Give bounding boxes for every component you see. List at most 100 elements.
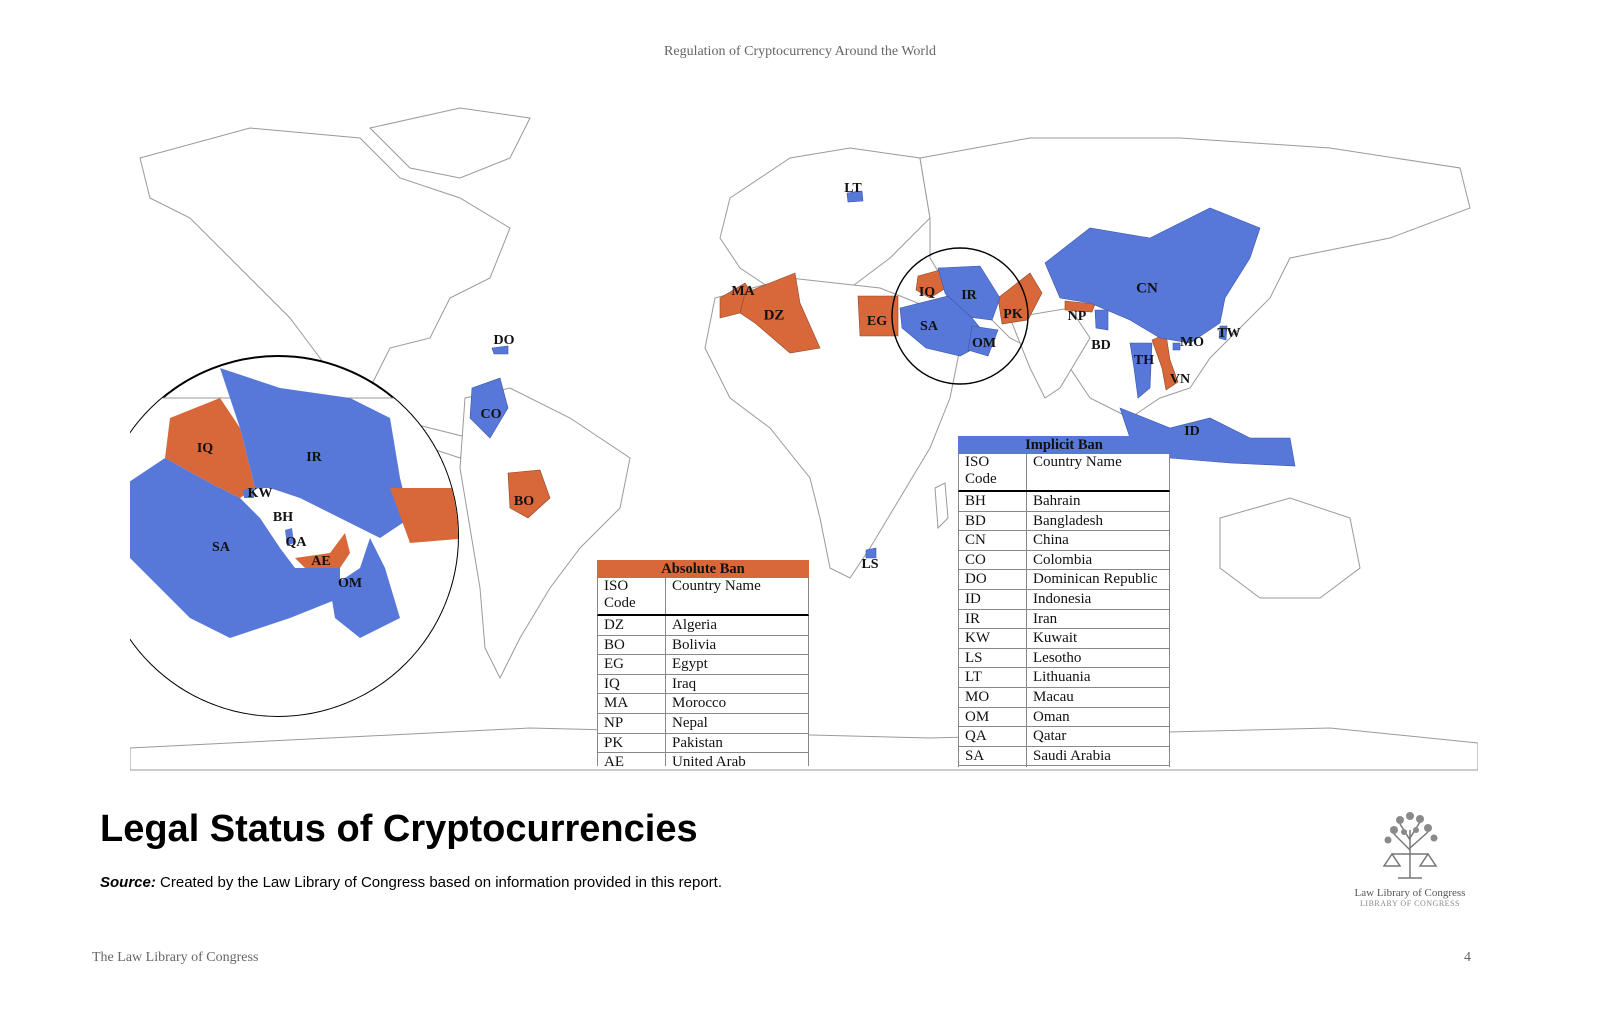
- implicit-ban-row: ID Indonesia: [958, 589, 1170, 610]
- map-label-eg: EG: [866, 314, 888, 329]
- map-label-vn: VN: [1169, 372, 1191, 387]
- country-eg: [857, 295, 899, 337]
- inset-iq: [165, 398, 255, 498]
- implicit-ban-row: SA Saudi Arabia: [958, 746, 1170, 767]
- implicit-ban-row: TWTaiwan: [958, 766, 1170, 767]
- footer-publisher: The Law Library of Congress: [92, 950, 259, 965]
- country-np: [1064, 300, 1096, 313]
- implicit-ban-row: DO Dominican Republic: [958, 570, 1170, 590]
- implicit-ban-row-name: Dominican Republic: [1033, 571, 1158, 588]
- map-label-id: ID: [1184, 424, 1200, 439]
- absolute-ban-row-name: Bolivia: [672, 636, 717, 653]
- implicit-ban-row: IR Iran: [958, 609, 1170, 630]
- map-label-ma: MA: [731, 284, 755, 299]
- source-line: Source: Created by the Law Library of Co…: [100, 874, 722, 891]
- absolute-ban-row-code: EG: [598, 655, 666, 674]
- absolute-ban-row: EG Egypt: [597, 655, 809, 675]
- map-label-np: NP: [1067, 309, 1087, 324]
- inset-kw: [243, 488, 254, 498]
- absolute-ban-row-code: AE: [598, 753, 666, 766]
- source-label: Source:: [100, 874, 156, 891]
- country-do: [491, 345, 509, 355]
- implicit-ban-row-code: IR: [959, 609, 1027, 629]
- implicit-ban-row-code: TW: [959, 766, 1027, 767]
- implicit-ban-table: Implicit Ban ISO Code Country Name BH Bah…: [958, 436, 1170, 767]
- absolute-ban-title: Absolute Ban: [597, 560, 809, 578]
- law-library-logo: Law Library of Congress LIBRARY OF CONGR…: [1340, 810, 1480, 908]
- implicit-ban-row: BD Bangladesh: [958, 511, 1170, 532]
- implicit-ban-row-name: Taiwan: [1027, 766, 1169, 767]
- absolute-ban-row-name: Algeria: [672, 617, 717, 633]
- map-label-lt: LT: [844, 181, 862, 196]
- map-label-do: DO: [493, 333, 515, 348]
- country-dz: [739, 272, 821, 354]
- country-bd: [1094, 309, 1109, 331]
- implicit-ban-row-name: Qatar: [1033, 728, 1067, 745]
- inset-label-sa: SA: [212, 540, 230, 555]
- absolute-ban-col-name: Country Name: [672, 578, 761, 594]
- absolute-ban-row-name: Pakistan: [672, 734, 723, 751]
- tree-scales-icon: [1382, 812, 1438, 879]
- implicit-ban-column-headers: ISO Code Country Name: [958, 454, 1170, 492]
- absolute-ban-table: Absolute Ban ISO Code Country Name DZ Alg…: [597, 560, 809, 766]
- implicit-ban-row-name: Macau: [1033, 688, 1074, 705]
- implicit-ban-row-name: Colombia: [1033, 551, 1093, 568]
- country-mo: [1172, 342, 1181, 351]
- country-tw: [1218, 325, 1228, 341]
- inset-ae: [295, 533, 350, 568]
- map-label-om: OM: [971, 336, 997, 351]
- gulf-highlight-circle: [891, 247, 1029, 385]
- absolute-ban-column-headers: ISO Code Country Name: [597, 578, 809, 616]
- page-number: 4: [1464, 950, 1471, 965]
- implicit-ban-row-name: Bangladesh: [1033, 512, 1103, 529]
- implicit-ban-row: LT Lithuania: [958, 668, 1170, 688]
- implicit-ban-row-code: QA: [959, 727, 1027, 746]
- implicit-ban-col-name: Country Name: [1033, 454, 1122, 470]
- map-label-dz: DZ: [763, 307, 785, 324]
- inset-label-ir: IR: [306, 450, 322, 465]
- implicit-ban-row: CO Colombia: [958, 550, 1170, 571]
- absolute-ban-row-code: NP: [598, 713, 666, 733]
- absolute-ban-rows: DZ Algeria BO Bolivia EG Egypt IQ Iraq MA Morocco…: [597, 616, 809, 766]
- absolute-ban-row-name: Morocco: [672, 695, 727, 712]
- implicit-ban-rows: BH Bahrain BD Bangladesh CN China CO Colombia DO…: [958, 492, 1170, 767]
- absolute-ban-row-code: MA: [598, 694, 666, 713]
- implicit-ban-row-code: DO: [959, 570, 1027, 589]
- implicit-ban-row-code: CO: [959, 550, 1027, 570]
- country-pk: [997, 272, 1043, 325]
- running-title: Regulation of Cryptocurrency Around the …: [664, 44, 936, 59]
- inset-label-bh: BH: [272, 510, 294, 525]
- absolute-ban-row: AE United Arab: [597, 753, 809, 766]
- implicit-ban-row-code: BH: [959, 492, 1027, 511]
- implicit-ban-row-name: China: [1033, 532, 1069, 549]
- map-label-ir: IR: [961, 288, 977, 303]
- country-om: [967, 325, 999, 357]
- map-label-th: TH: [1133, 353, 1155, 368]
- map-label-bd: BD: [1091, 338, 1111, 353]
- inset-label-iq: IQ: [196, 441, 214, 456]
- absolute-ban-row-name: United Arab: [672, 754, 746, 766]
- inset-label-kw: KW: [247, 486, 273, 501]
- implicit-ban-row: MO Macau: [958, 687, 1170, 708]
- map-label-sa: SA: [920, 319, 938, 334]
- map-label-tw: TW: [1217, 326, 1241, 341]
- implicit-ban-row-code: MO: [959, 687, 1027, 707]
- implicit-ban-row-name: Kuwait: [1033, 630, 1078, 647]
- absolute-ban-row-name: Iraq: [672, 675, 697, 692]
- absolute-ban-row-code: DZ: [598, 616, 666, 635]
- implicit-ban-row-code: LT: [959, 668, 1027, 687]
- implicit-ban-row: KW Kuwait: [958, 629, 1170, 649]
- absolute-ban-row-name: Nepal: [672, 714, 708, 731]
- implicit-ban-row-name: Saudi Arabia: [1033, 747, 1111, 764]
- absolute-ban-row: BO Bolivia: [597, 635, 809, 656]
- land-madagascar: [934, 482, 949, 530]
- country-lt: [846, 190, 864, 203]
- implicit-ban-row-name: Iran: [1033, 610, 1058, 627]
- country-th: [1129, 342, 1153, 399]
- country-iq: [915, 269, 947, 299]
- implicit-ban-row: QA Qatar: [958, 727, 1170, 747]
- map-label-co: CO: [480, 407, 502, 422]
- implicit-ban-row-name: Lithuania: [1033, 669, 1091, 686]
- absolute-ban-row-code: BO: [598, 635, 666, 655]
- implicit-ban-row: LS Lesotho: [958, 648, 1170, 669]
